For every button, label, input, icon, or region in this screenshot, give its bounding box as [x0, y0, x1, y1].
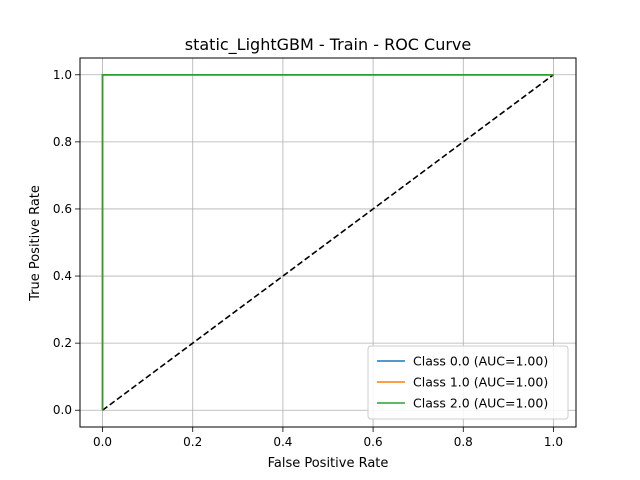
reference-line-layer [102, 74, 554, 411]
axis-ticks: 0.0 0.2 0.4 0.6 0.8 1.0 0.0 0.2 0.4 0.6 0.8 1.0 [53, 68, 563, 449]
y-axis-label: True Positive Rate [28, 185, 43, 302]
chart-title: static_LightGBM - Train - ROC Curve [185, 35, 472, 55]
y-tick-label: 0.0 [53, 403, 72, 417]
legend-entry-label: Class 2.0 (AUC=1.00) [413, 396, 548, 411]
legend: Class 0.0 (AUC=1.00) Class 1.0 (AUC=1.00)… [367, 345, 569, 420]
x-tick-label: 1.0 [544, 435, 563, 449]
legend-box [367, 345, 569, 420]
x-axis-label: False Positive Rate [268, 456, 389, 471]
x-tick-label: 0.6 [364, 435, 383, 449]
y-tick-label: 0.8 [53, 135, 72, 149]
reference-diagonal-line [102, 74, 554, 411]
plot-frame [79, 57, 577, 428]
x-tick-label: 0.8 [454, 435, 473, 449]
x-tick-label: 0.4 [273, 435, 292, 449]
legend-entry-label: Class 1.0 (AUC=1.00) [413, 375, 548, 390]
y-tick-label: 1.0 [53, 68, 72, 82]
series-layer [101, 73, 554, 411]
legend-entry-label: Class 0.0 (AUC=1.00) [413, 354, 548, 369]
y-tick-label: 0.6 [53, 202, 72, 216]
x-tick-label: 0.2 [183, 435, 202, 449]
x-tick-label: 0.0 [93, 435, 112, 449]
y-tick-label: 0.2 [53, 336, 72, 350]
y-tick-label: 0.4 [53, 269, 72, 283]
series-line-class-2 [101, 73, 554, 411]
